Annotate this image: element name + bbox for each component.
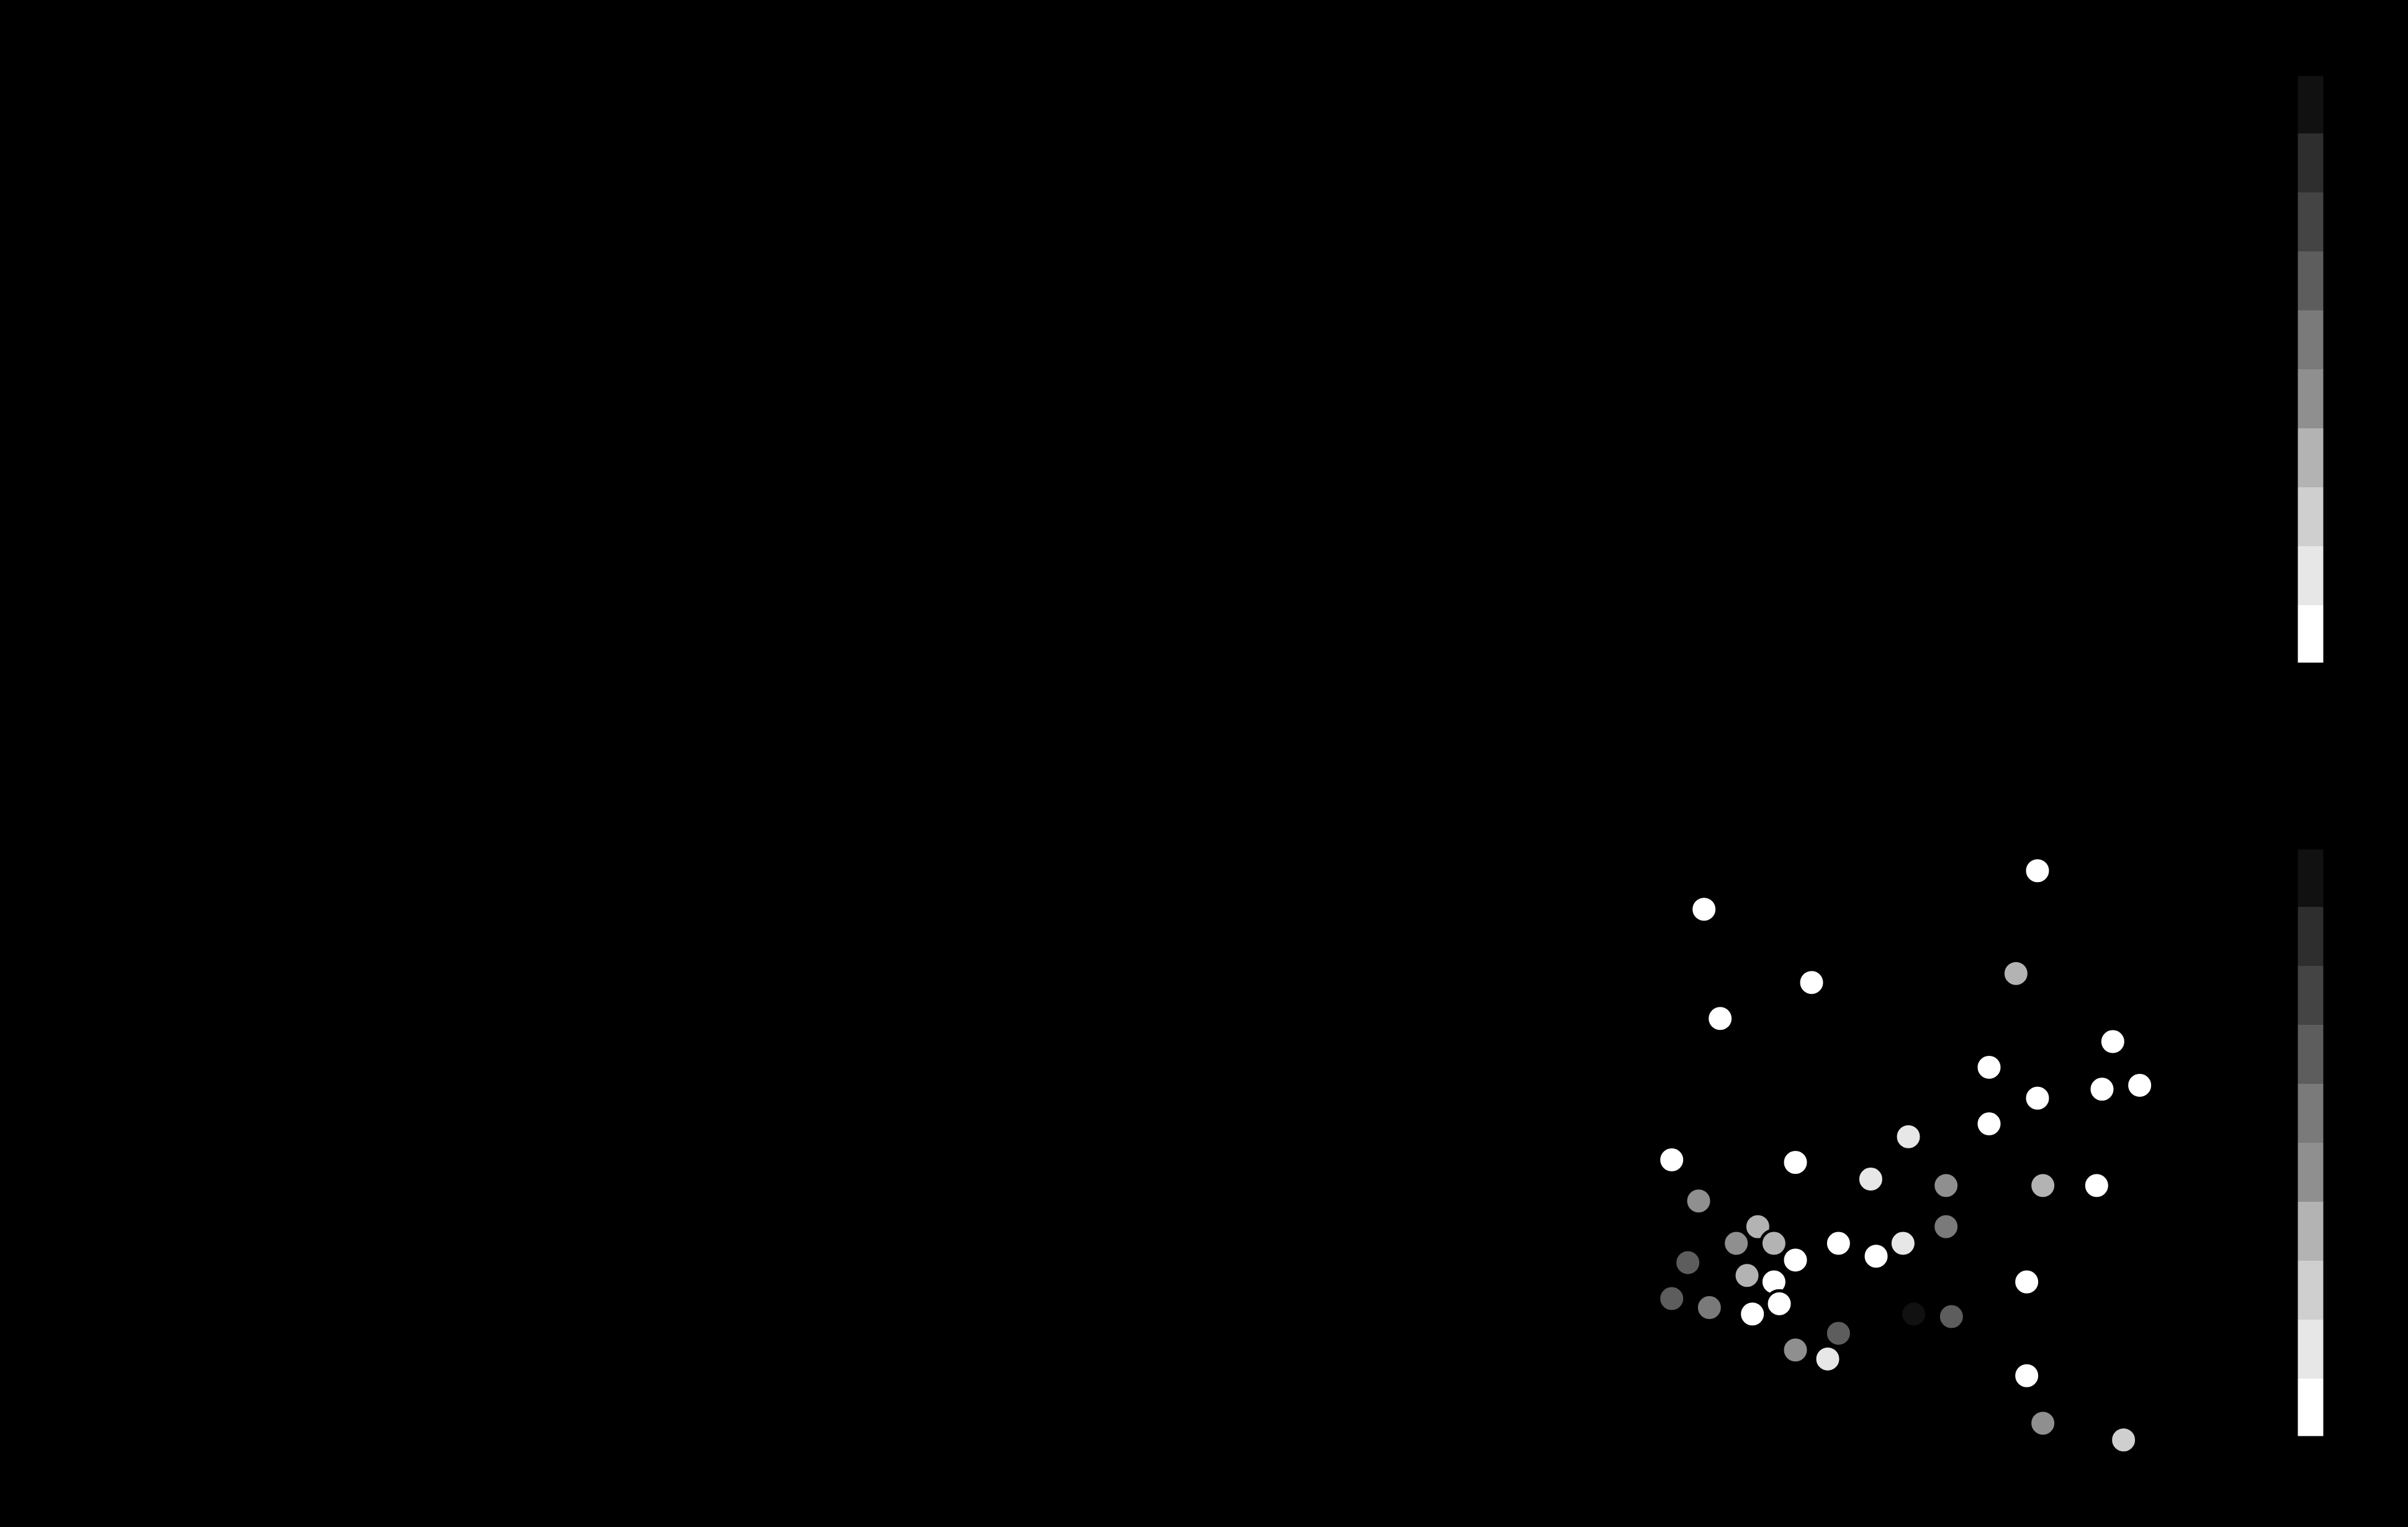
station-marker	[1657, 1284, 1687, 1313]
panels-layer: (a) TRMM105°E107°E109°E111°E28°N30°N32°N…	[37, 14, 2384, 1525]
station-marker	[1657, 1145, 1687, 1174]
colorbar-swatch	[2296, 546, 2325, 605]
station-marker	[1722, 1228, 1751, 1258]
station-marker	[1974, 1052, 2004, 1082]
station-marker	[1894, 1122, 1923, 1151]
station-marker	[1974, 1109, 2004, 1139]
colorbar-swatch	[2296, 605, 2325, 664]
station-marker	[1689, 894, 1719, 924]
station-marker	[1705, 1004, 1735, 1034]
colorbar-swatch	[2296, 74, 2325, 133]
colorbar-swatch	[2296, 1379, 2325, 1438]
station-marker	[1861, 1241, 1891, 1271]
station-marker	[1936, 1302, 1966, 1331]
station-marker	[1931, 1212, 1961, 1241]
colorbar-label: -2.0	[2335, 1420, 2384, 1455]
station-marker	[1931, 1171, 1961, 1200]
colorbar-swatch	[2296, 1261, 2325, 1320]
x-tick-label: 111°E	[2226, 1490, 2301, 1525]
colorbar-label: 1.6	[2335, 890, 2374, 924]
colorbar: 2.0 1.6 1.2 0.8 0.4 0 -0.4 -0.8 -1.2 -1.6 -2.0	[2294, 57, 2384, 682]
map-panel: (f) CFSR 105°E 107°E 109°E 111°E	[1579, 787, 2301, 1525]
colorbar: 2.0 1.6 1.2 0.8 0.4 0 -0.4 -0.8 -1.2 -1.6 -2.0	[2294, 831, 2384, 1455]
colorbar-swatch	[2296, 251, 2325, 310]
colorbar-swatch	[2296, 428, 2325, 487]
station-marker	[1732, 1261, 1762, 1291]
panel-title: (f) CFSR	[1879, 787, 2003, 824]
station-marker	[1684, 1186, 1714, 1216]
station-marker	[1781, 1335, 1810, 1365]
station-marker	[1738, 1299, 1768, 1329]
colorbar-swatch	[2296, 1320, 2325, 1379]
colorbar-label: 0	[2335, 352, 2350, 387]
station-marker	[2087, 1074, 2117, 1104]
colorbar-label: 0.4	[2335, 1066, 2374, 1101]
x-tick-label: 107°E	[1794, 1490, 1872, 1525]
colorbar-swatch	[2296, 133, 2325, 192]
station-marker	[2109, 1425, 2139, 1455]
colorbar-label: -2.0	[2335, 647, 2384, 682]
colorbar-swatch	[2296, 1143, 2325, 1202]
colorbar-label: -1.2	[2335, 529, 2384, 564]
station-marker	[1694, 1293, 1724, 1323]
x-tick-label: 105°E	[1579, 1490, 1657, 1525]
station-marker	[1823, 1318, 1853, 1348]
station-marker	[2082, 1171, 2111, 1200]
station-marker	[2028, 1408, 2058, 1438]
colorbar-label: -0.4	[2335, 411, 2384, 446]
colorbar-swatch	[2296, 369, 2325, 428]
station-marker	[1673, 1248, 1703, 1277]
station-marker	[1888, 1228, 1918, 1258]
station-marker	[1823, 1228, 1853, 1258]
station-marker	[2098, 1027, 2127, 1056]
colorbar-swatch	[2296, 1025, 2325, 1084]
station-marker	[1764, 1289, 1794, 1318]
station-marker	[2012, 1361, 2042, 1390]
station-marker	[2125, 1070, 2155, 1100]
station-marker	[1813, 1344, 1843, 1374]
colorbar-label: -0.8	[2335, 1243, 2384, 1278]
station-marker	[1781, 1148, 1810, 1178]
colorbar-label: 0	[2335, 1125, 2350, 1160]
station-marker	[2012, 1267, 2042, 1297]
colorbar-label: 0.8	[2335, 1007, 2374, 1042]
colorbar-swatch	[2296, 310, 2325, 369]
colorbar-label: -1.6	[2335, 588, 2384, 623]
colorbar-label: -1.2	[2335, 1302, 2384, 1337]
colorbar-swatch	[2296, 192, 2325, 251]
x-tick-label: 109°E	[2010, 1490, 2088, 1525]
colorbar-swatch	[2296, 848, 2325, 907]
colorbar-swatch	[2296, 1202, 2325, 1261]
colorbar-swatch	[2296, 1084, 2325, 1143]
station-marker	[2023, 1083, 2052, 1113]
colorbar-swatch	[2296, 907, 2325, 966]
colorbar-label: 2.0	[2335, 57, 2374, 92]
station-marker	[2023, 856, 2052, 886]
province-boundary	[1618, 839, 2263, 1481]
colorbar-label: 1.2	[2335, 175, 2374, 210]
colorbar-label: -0.8	[2335, 470, 2384, 505]
colorbar-swatch	[2296, 487, 2325, 546]
station-marker	[1759, 1228, 1789, 1258]
station-marker	[1781, 1245, 1810, 1275]
colorbar-label: -0.4	[2335, 1184, 2384, 1219]
station-marker	[2001, 958, 2031, 988]
colorbar-label: 1.2	[2335, 948, 2374, 983]
colorbar-label: 2.0	[2335, 831, 2374, 865]
colorbar-label: 0.8	[2335, 234, 2374, 269]
colorbar-swatch	[2296, 966, 2325, 1025]
colorbar-label: 0.4	[2335, 293, 2374, 328]
colorbar-label: -1.6	[2335, 1361, 2384, 1396]
station-marker	[1856, 1164, 1885, 1194]
colorbar-label: 1.6	[2335, 116, 2374, 151]
station-marker	[2028, 1171, 2058, 1200]
station-marker	[1899, 1299, 1929, 1329]
station-marker	[1797, 968, 1826, 998]
